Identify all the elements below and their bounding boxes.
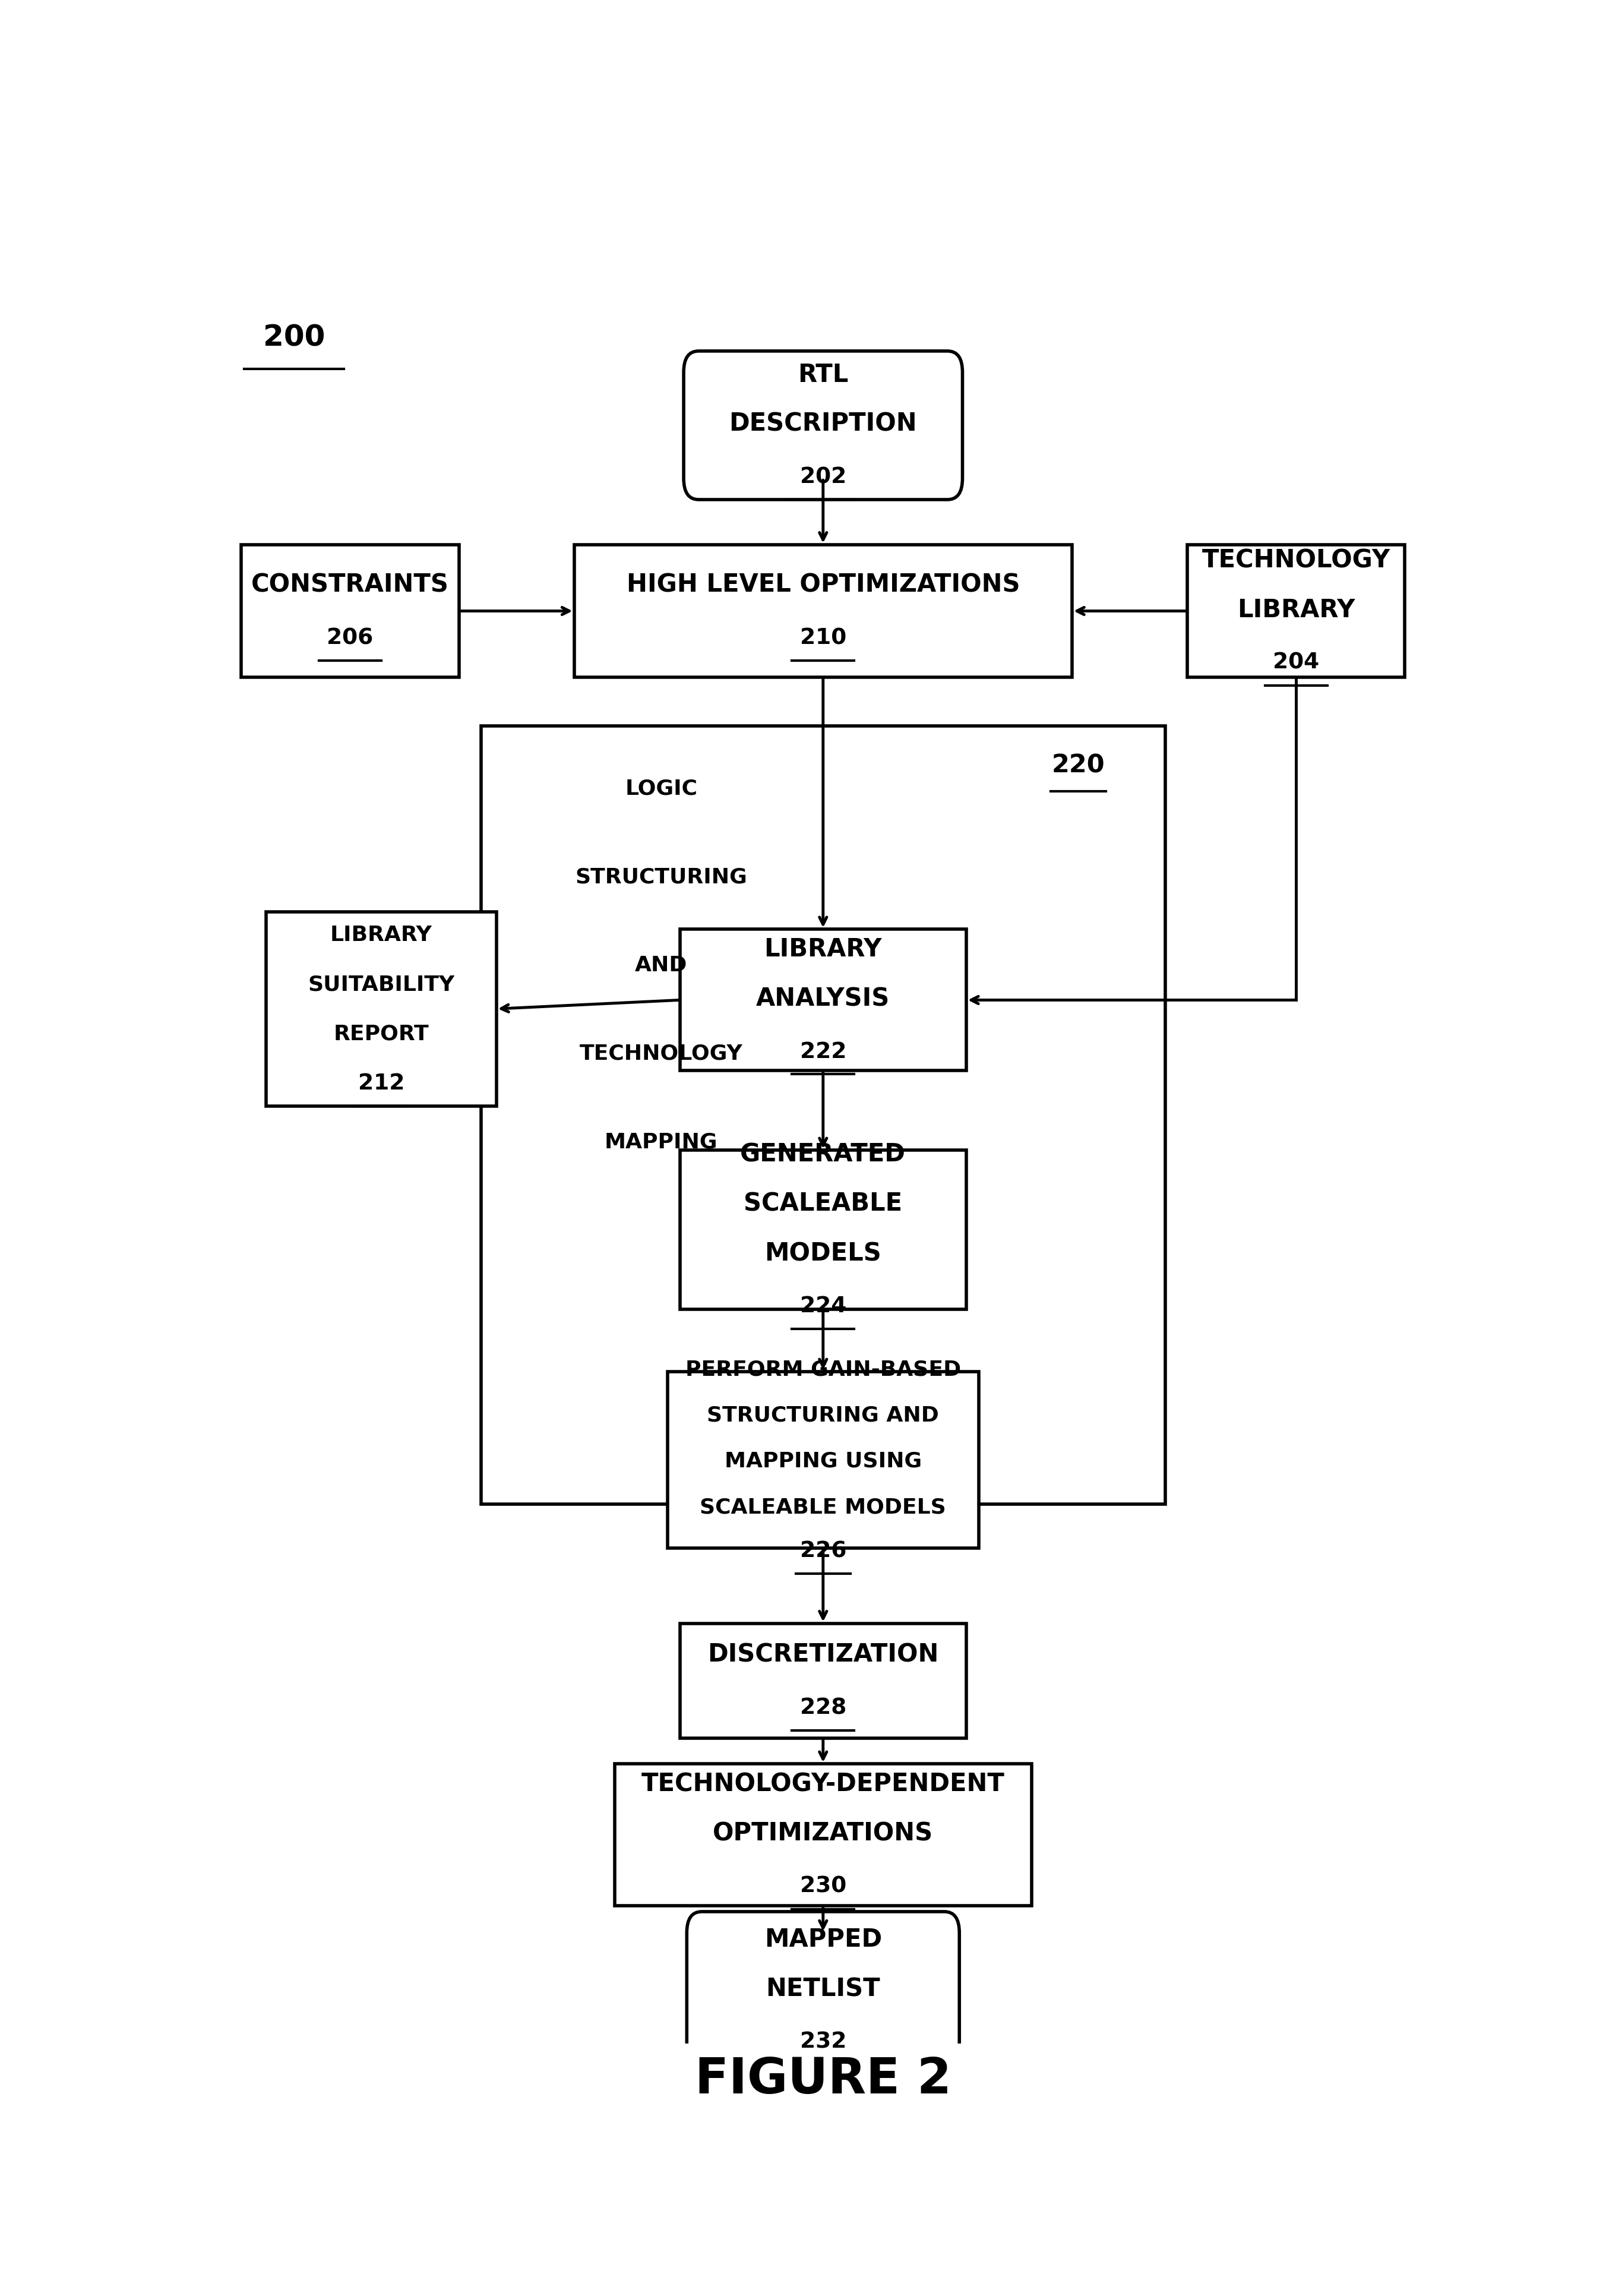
Text: TECHNOLOGY: TECHNOLOGY	[1201, 549, 1391, 572]
Text: 228: 228	[800, 1697, 846, 1717]
Text: 200: 200	[263, 324, 324, 351]
Text: 220: 220	[1052, 753, 1105, 778]
Text: TECHNOLOGY: TECHNOLOGY	[580, 1042, 744, 1063]
Text: MAPPING: MAPPING	[605, 1132, 718, 1153]
Bar	[679, 930, 967, 1070]
Text: 210: 210	[800, 627, 846, 650]
Text: LIBRARY: LIBRARY	[1237, 597, 1355, 622]
Text: STRUCTURING: STRUCTURING	[575, 866, 747, 886]
Text: 232: 232	[800, 2032, 846, 2053]
Text: GENERATED: GENERATED	[740, 1141, 906, 1166]
Bar	[615, 1763, 1031, 1906]
Text: OPTIMIZATIONS: OPTIMIZATIONS	[713, 1821, 933, 1846]
Text: FIGURE 2: FIGURE 2	[695, 2055, 951, 2103]
Text: MODELS: MODELS	[764, 1240, 882, 1265]
FancyBboxPatch shape	[684, 351, 962, 501]
Text: LOGIC: LOGIC	[625, 778, 697, 799]
Text: PERFORM GAIN-BASED: PERFORM GAIN-BASED	[686, 1359, 960, 1380]
Text: AND: AND	[634, 955, 687, 976]
Bar	[679, 1623, 967, 1738]
Text: LIBRARY: LIBRARY	[764, 937, 882, 962]
Text: STRUCTURING AND: STRUCTURING AND	[707, 1405, 940, 1426]
Text: RTL: RTL	[798, 363, 848, 388]
Text: 224: 224	[800, 1295, 846, 1318]
Text: CONSTRAINTS: CONSTRAINTS	[251, 572, 450, 597]
Text: ANALYSIS: ANALYSIS	[756, 985, 890, 1010]
Text: SCALEABLE MODELS: SCALEABLE MODELS	[700, 1497, 946, 1518]
Text: LIBRARY: LIBRARY	[331, 925, 432, 946]
Text: TECHNOLOGY-DEPENDENT: TECHNOLOGY-DEPENDENT	[641, 1770, 1005, 1795]
Text: DESCRIPTION: DESCRIPTION	[729, 411, 917, 436]
Text: 222: 222	[800, 1040, 846, 1063]
Text: 230: 230	[800, 1876, 846, 1896]
Bar	[480, 726, 1166, 1504]
Bar	[241, 544, 459, 677]
Text: 206: 206	[328, 627, 373, 650]
Text: 226: 226	[800, 1541, 846, 1561]
Text: 204: 204	[1274, 652, 1319, 673]
Bar	[668, 1371, 978, 1548]
Text: 202: 202	[800, 466, 846, 487]
Text: REPORT: REPORT	[334, 1024, 429, 1045]
Text: NETLIST: NETLIST	[766, 1977, 880, 2002]
FancyBboxPatch shape	[687, 1913, 959, 2069]
Text: DISCRETIZATION: DISCRETIZATION	[708, 1642, 938, 1667]
Text: 212: 212	[358, 1072, 405, 1095]
Bar	[575, 544, 1073, 677]
Text: HIGH LEVEL OPTIMIZATIONS: HIGH LEVEL OPTIMIZATIONS	[626, 572, 1020, 597]
Bar	[679, 1150, 967, 1309]
Text: MAPPING USING: MAPPING USING	[724, 1451, 922, 1472]
Text: SCALEABLE: SCALEABLE	[744, 1192, 903, 1217]
Text: SUITABILITY: SUITABILITY	[308, 974, 454, 994]
Bar	[1187, 544, 1405, 677]
Text: MAPPED: MAPPED	[764, 1926, 882, 1952]
Bar	[267, 912, 496, 1107]
